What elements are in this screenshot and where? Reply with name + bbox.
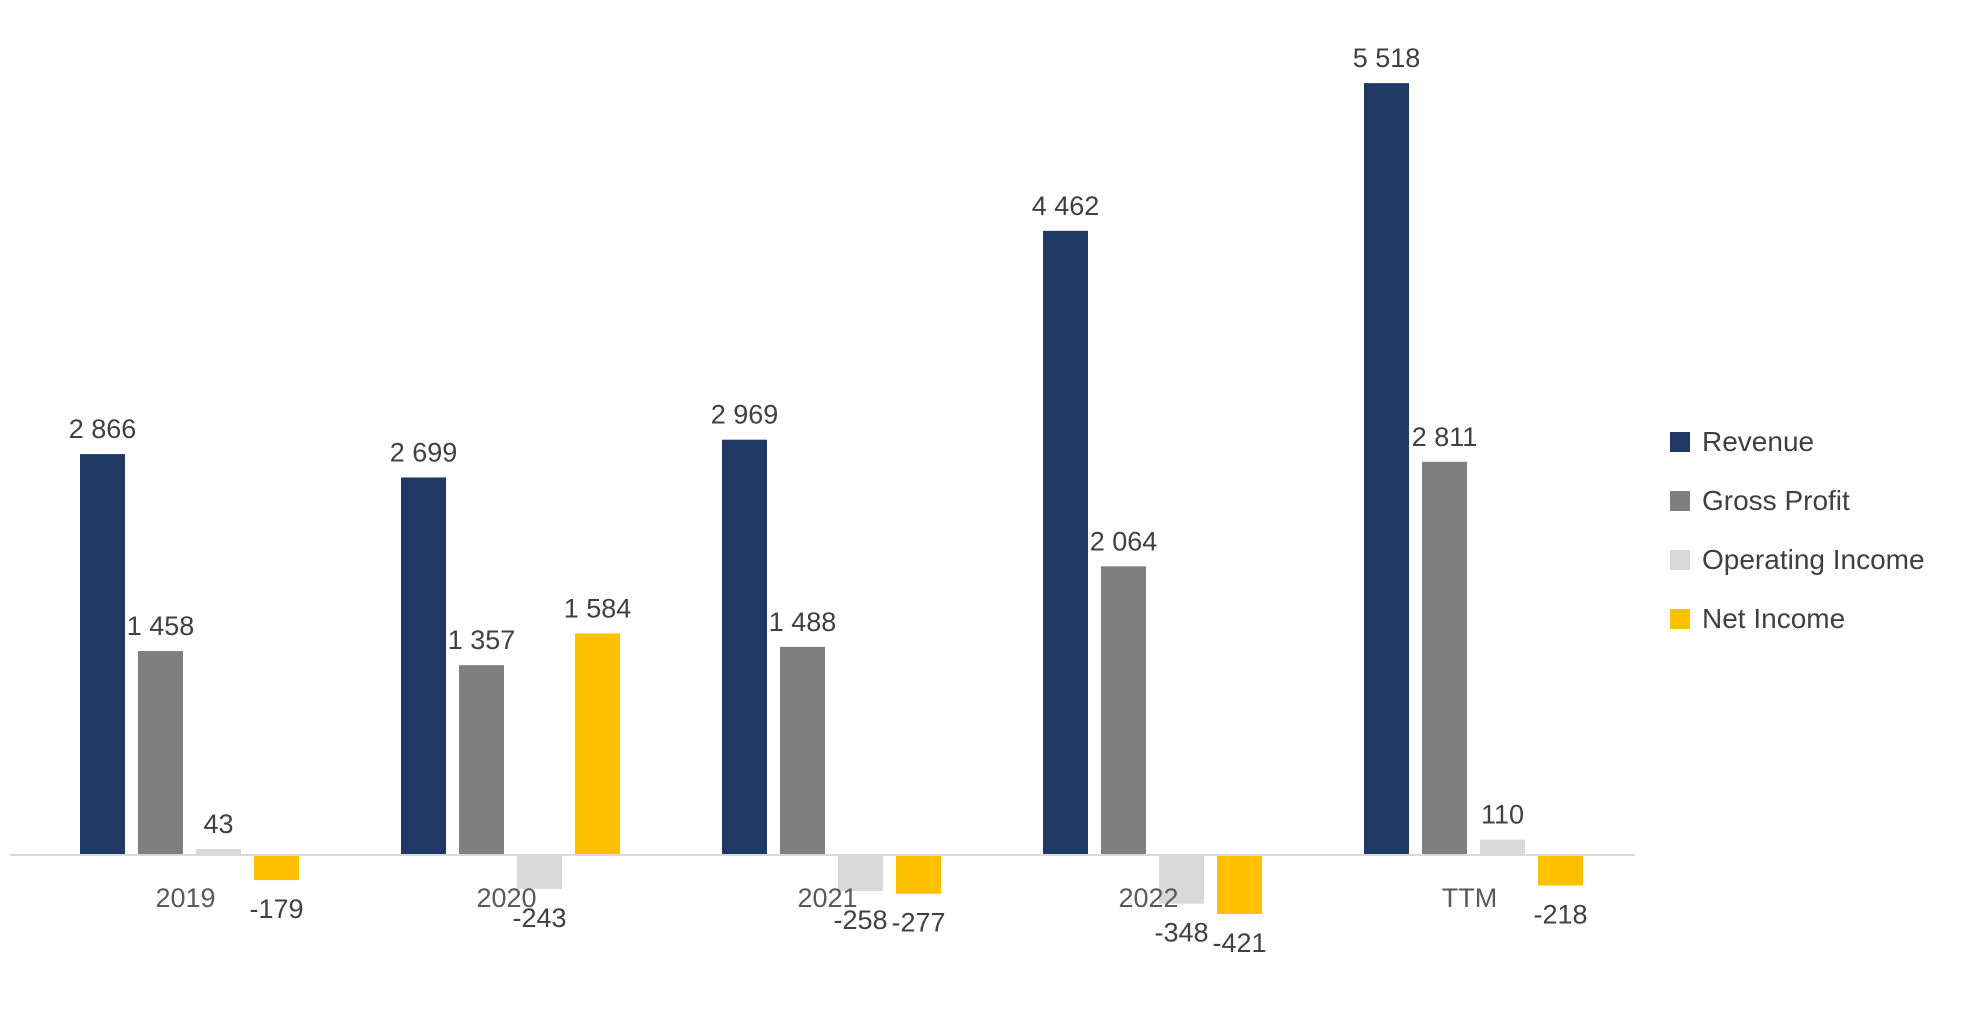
labels-layer: 2 866 1 458 43 -179 2019 2 699 1 357 -243 1 584 2… — [69, 43, 1588, 958]
legend-label-net-income: Net Income — [1702, 603, 1845, 634]
data-label: -277 — [891, 908, 945, 938]
data-label: 2 811 — [1412, 422, 1478, 452]
bar-revenue-2019 — [80, 454, 125, 855]
legend-swatch-net-income — [1670, 609, 1690, 629]
data-label: -421 — [1212, 928, 1266, 958]
legend-label-gross-profit: Gross Profit — [1702, 485, 1850, 516]
bar-operating-income-2021 — [838, 855, 883, 892]
data-label: 2 064 — [1090, 526, 1158, 556]
data-label: 5 518 — [1353, 43, 1421, 73]
x-tick-label: 2022 — [1118, 883, 1178, 913]
bar-net-income-2019 — [254, 855, 299, 881]
bar-revenue-2020 — [401, 477, 446, 855]
bar-operating-income-ttm — [1480, 839, 1525, 855]
bar-operating-income-2019 — [196, 848, 241, 855]
bar-gross-profit-2021 — [780, 646, 825, 855]
bar-gross-profit-2022 — [1101, 566, 1146, 855]
x-tick-label: 2019 — [155, 883, 215, 913]
data-label: 2 699 — [390, 437, 458, 467]
data-label: -258 — [833, 905, 887, 935]
data-label: -179 — [249, 894, 303, 924]
legend-swatch-revenue — [1670, 432, 1690, 452]
legend-label-revenue: Revenue — [1702, 426, 1814, 457]
data-label: -243 — [512, 903, 566, 933]
bar-net-income-2020 — [575, 633, 620, 855]
x-tick-label: 2020 — [476, 883, 536, 913]
bar-revenue-ttm — [1364, 83, 1409, 856]
bar-net-income-ttm — [1538, 855, 1583, 886]
data-label: 2 866 — [69, 414, 137, 444]
bar-gross-profit-ttm — [1422, 461, 1467, 855]
legend-label-operating-income: Operating Income — [1702, 544, 1925, 575]
data-label: -218 — [1533, 899, 1587, 929]
data-label: 1 458 — [127, 611, 195, 641]
legend-swatch-operating-income — [1670, 550, 1690, 570]
legend-swatch-gross-profit — [1670, 491, 1690, 511]
data-label: 110 — [1481, 800, 1524, 830]
bar-revenue-2021 — [722, 439, 767, 855]
bar-revenue-2022 — [1043, 230, 1088, 855]
bars-layer — [80, 83, 1583, 914]
data-label: 43 — [203, 809, 233, 839]
bar-net-income-2021 — [896, 855, 941, 894]
data-label: -348 — [1154, 918, 1208, 948]
data-label: 2 969 — [711, 400, 779, 430]
bar-operating-income-2022 — [1159, 855, 1204, 904]
legend: Revenue Gross Profit Operating Income Net I… — [1670, 426, 1925, 634]
bar-gross-profit-2019 — [138, 651, 183, 855]
data-label: 1 584 — [564, 593, 632, 623]
data-label: 4 462 — [1032, 191, 1100, 221]
data-label: 1 357 — [448, 625, 516, 655]
x-tick-label: 2021 — [797, 883, 857, 913]
data-label: 1 488 — [769, 607, 837, 637]
bar-gross-profit-2020 — [459, 665, 504, 855]
bar-net-income-2022 — [1217, 855, 1262, 914]
bar-operating-income-2020 — [517, 855, 562, 889]
x-tick-label: TTM — [1442, 883, 1497, 913]
